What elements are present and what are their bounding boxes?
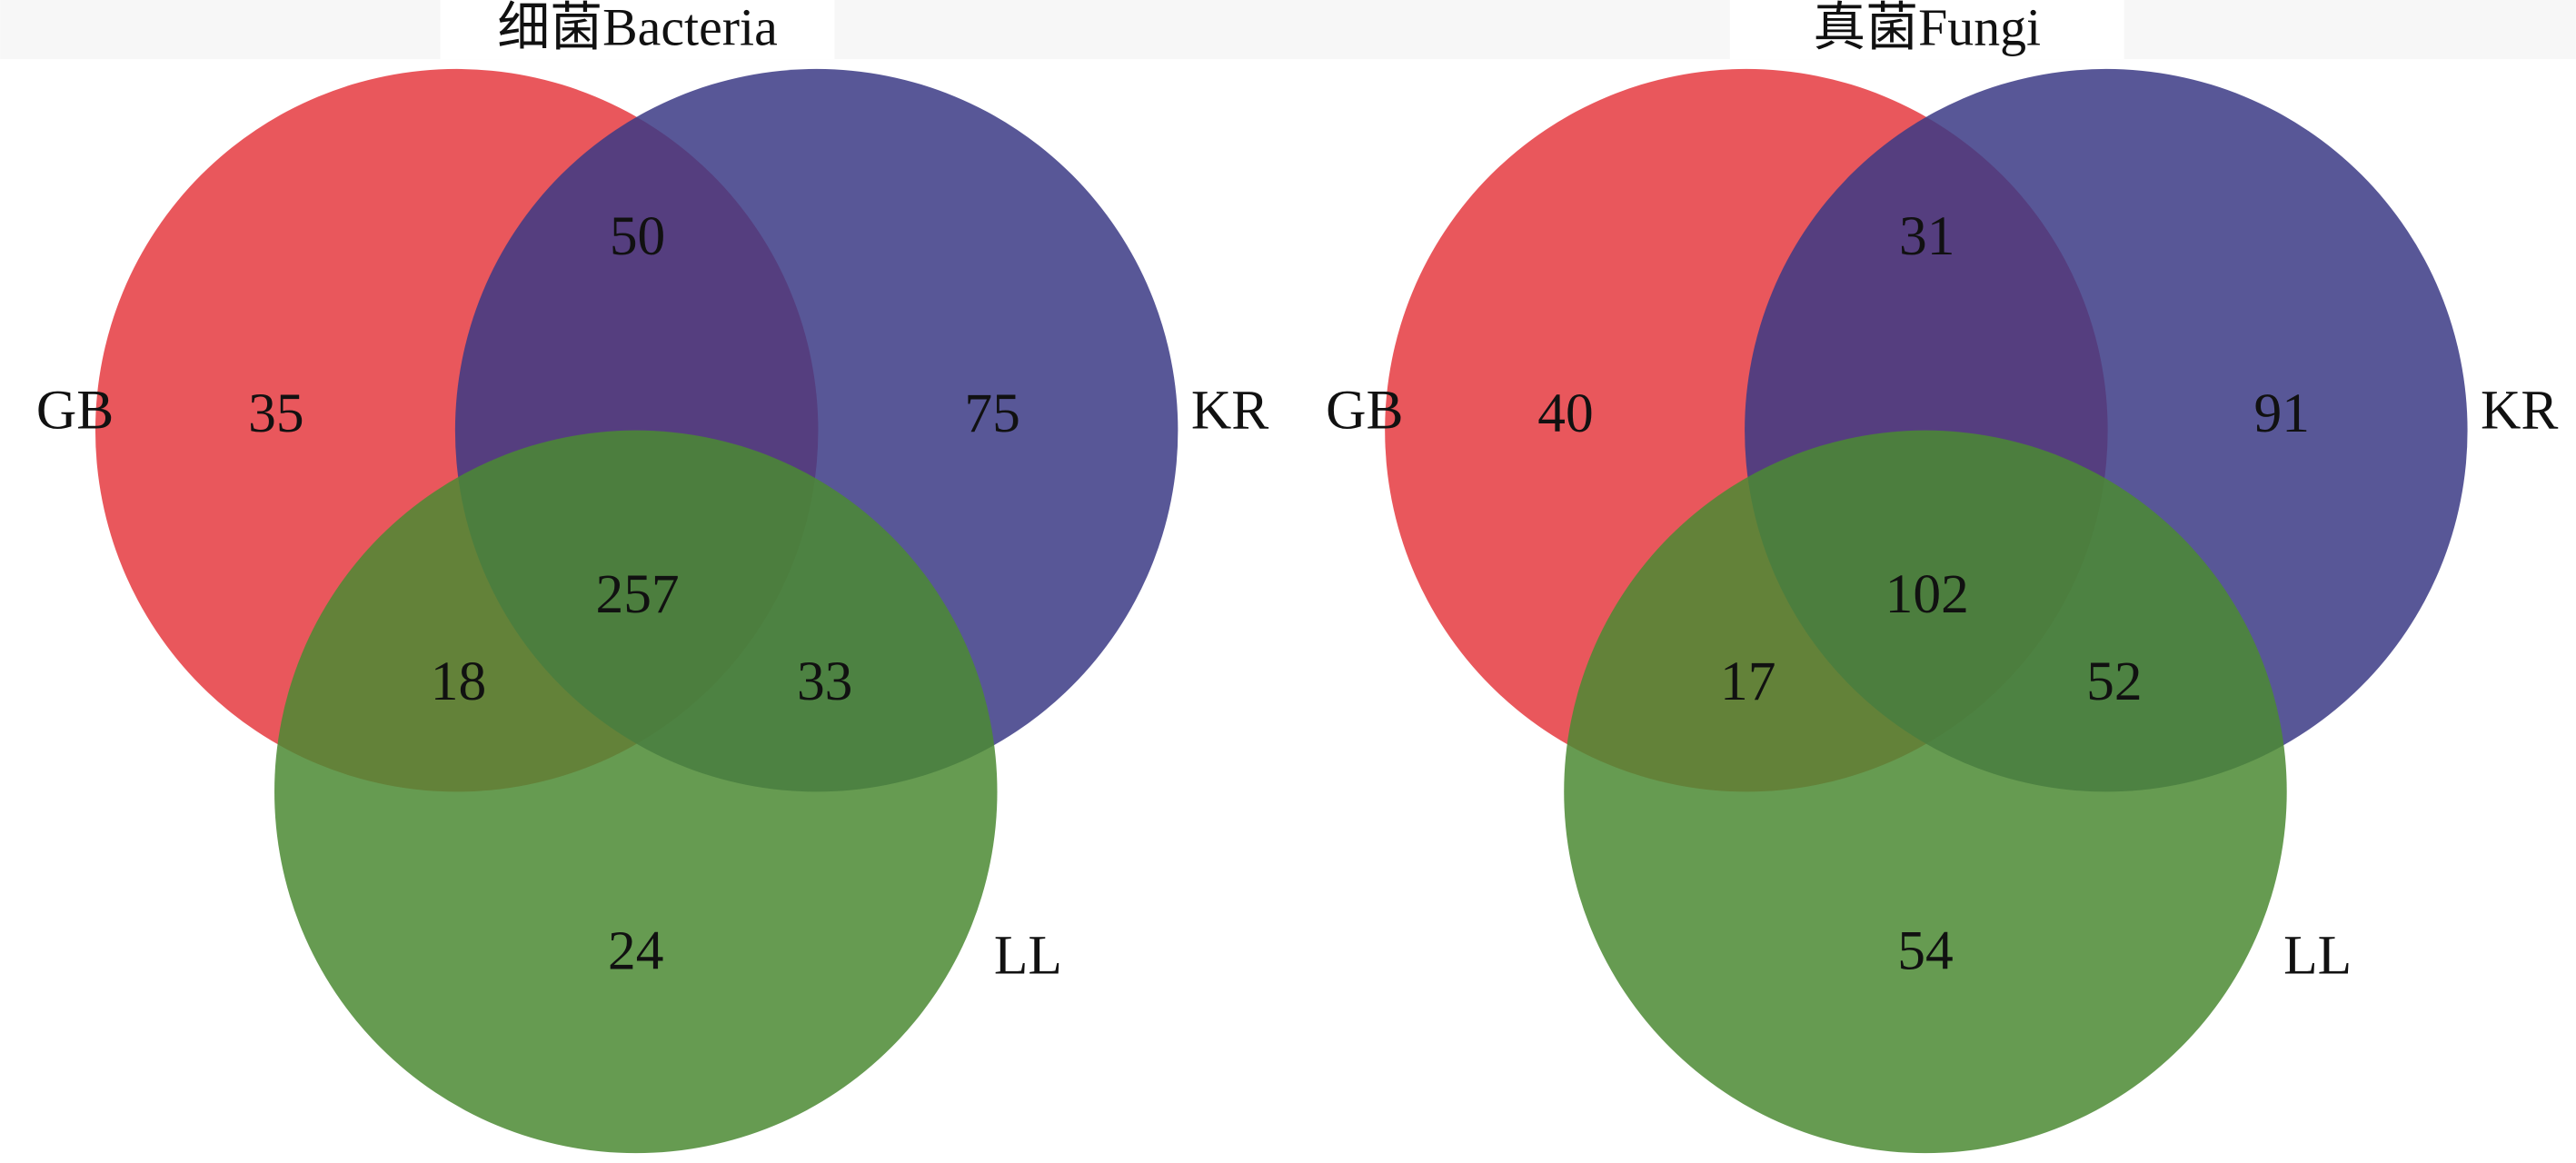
region-count: 257 — [595, 563, 679, 625]
title-band — [0, 0, 2576, 60]
set-circle — [274, 430, 998, 1154]
region-count: 24 — [608, 919, 663, 981]
region-count: 31 — [1899, 205, 1954, 267]
set-label: GB — [1326, 380, 1403, 442]
set-label: KR — [1191, 380, 1268, 442]
region-count: 52 — [2086, 651, 2142, 712]
region-count: 17 — [1720, 651, 1775, 712]
set-label: LL — [2283, 925, 2352, 987]
region-count: 50 — [610, 205, 665, 267]
region-count: 91 — [2254, 383, 2310, 444]
chart-title: 真菌Fungi — [1813, 0, 2041, 56]
set-circle — [1564, 430, 2287, 1154]
set-label: GB — [36, 380, 114, 442]
set-label: KR — [2481, 380, 2558, 442]
region-count: 33 — [797, 651, 852, 712]
region-count: 18 — [431, 651, 486, 712]
set-label: LL — [994, 925, 1062, 987]
region-count: 102 — [1885, 563, 1969, 625]
region-count: 54 — [1897, 919, 1953, 981]
region-count: 35 — [248, 383, 303, 444]
title-box — [440, 0, 835, 60]
region-count: 40 — [1537, 383, 1593, 444]
region-count: 75 — [964, 383, 1019, 444]
chart-title: 细菌Bacteria — [497, 0, 777, 56]
title-box — [1729, 0, 2124, 60]
